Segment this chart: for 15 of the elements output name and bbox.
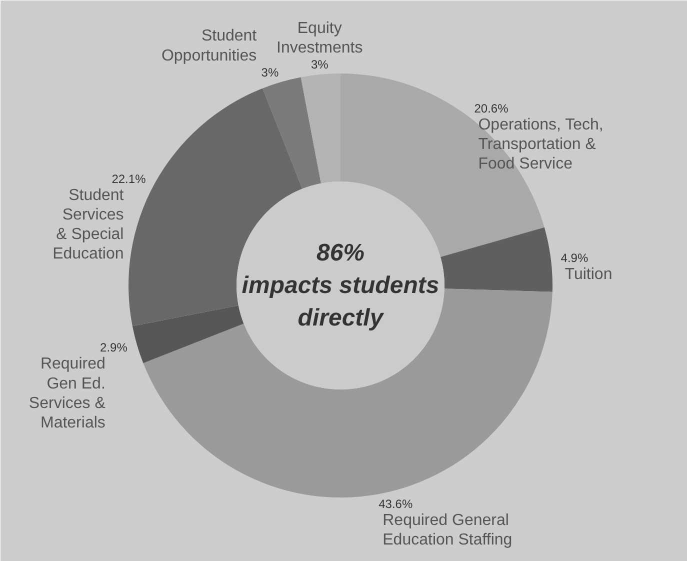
data-label: 43.6% [378,497,413,512]
slice-label: Student Opportunities [161,28,258,64]
data-label: 3% [310,57,329,72]
text: 86% impacts students directly [242,240,440,332]
data-label: 3% [261,65,279,80]
slice-label: Required General Education Staffing [382,512,512,549]
slice-label: Operations, Tech, Transportation & Food Service [478,116,604,172]
slice-label: Student Services & Special Education [52,186,124,263]
slice-label: Required Gen Ed. Services & Materials [28,356,106,432]
data-label: 20.6% [474,101,509,116]
slice-label: Tuition [564,266,612,284]
data-label: 22.1% [112,172,146,186]
data-label: 2.9% [100,340,128,355]
slice-label: Equity Investments [276,20,363,56]
data-label: 4.9% [560,251,588,266]
